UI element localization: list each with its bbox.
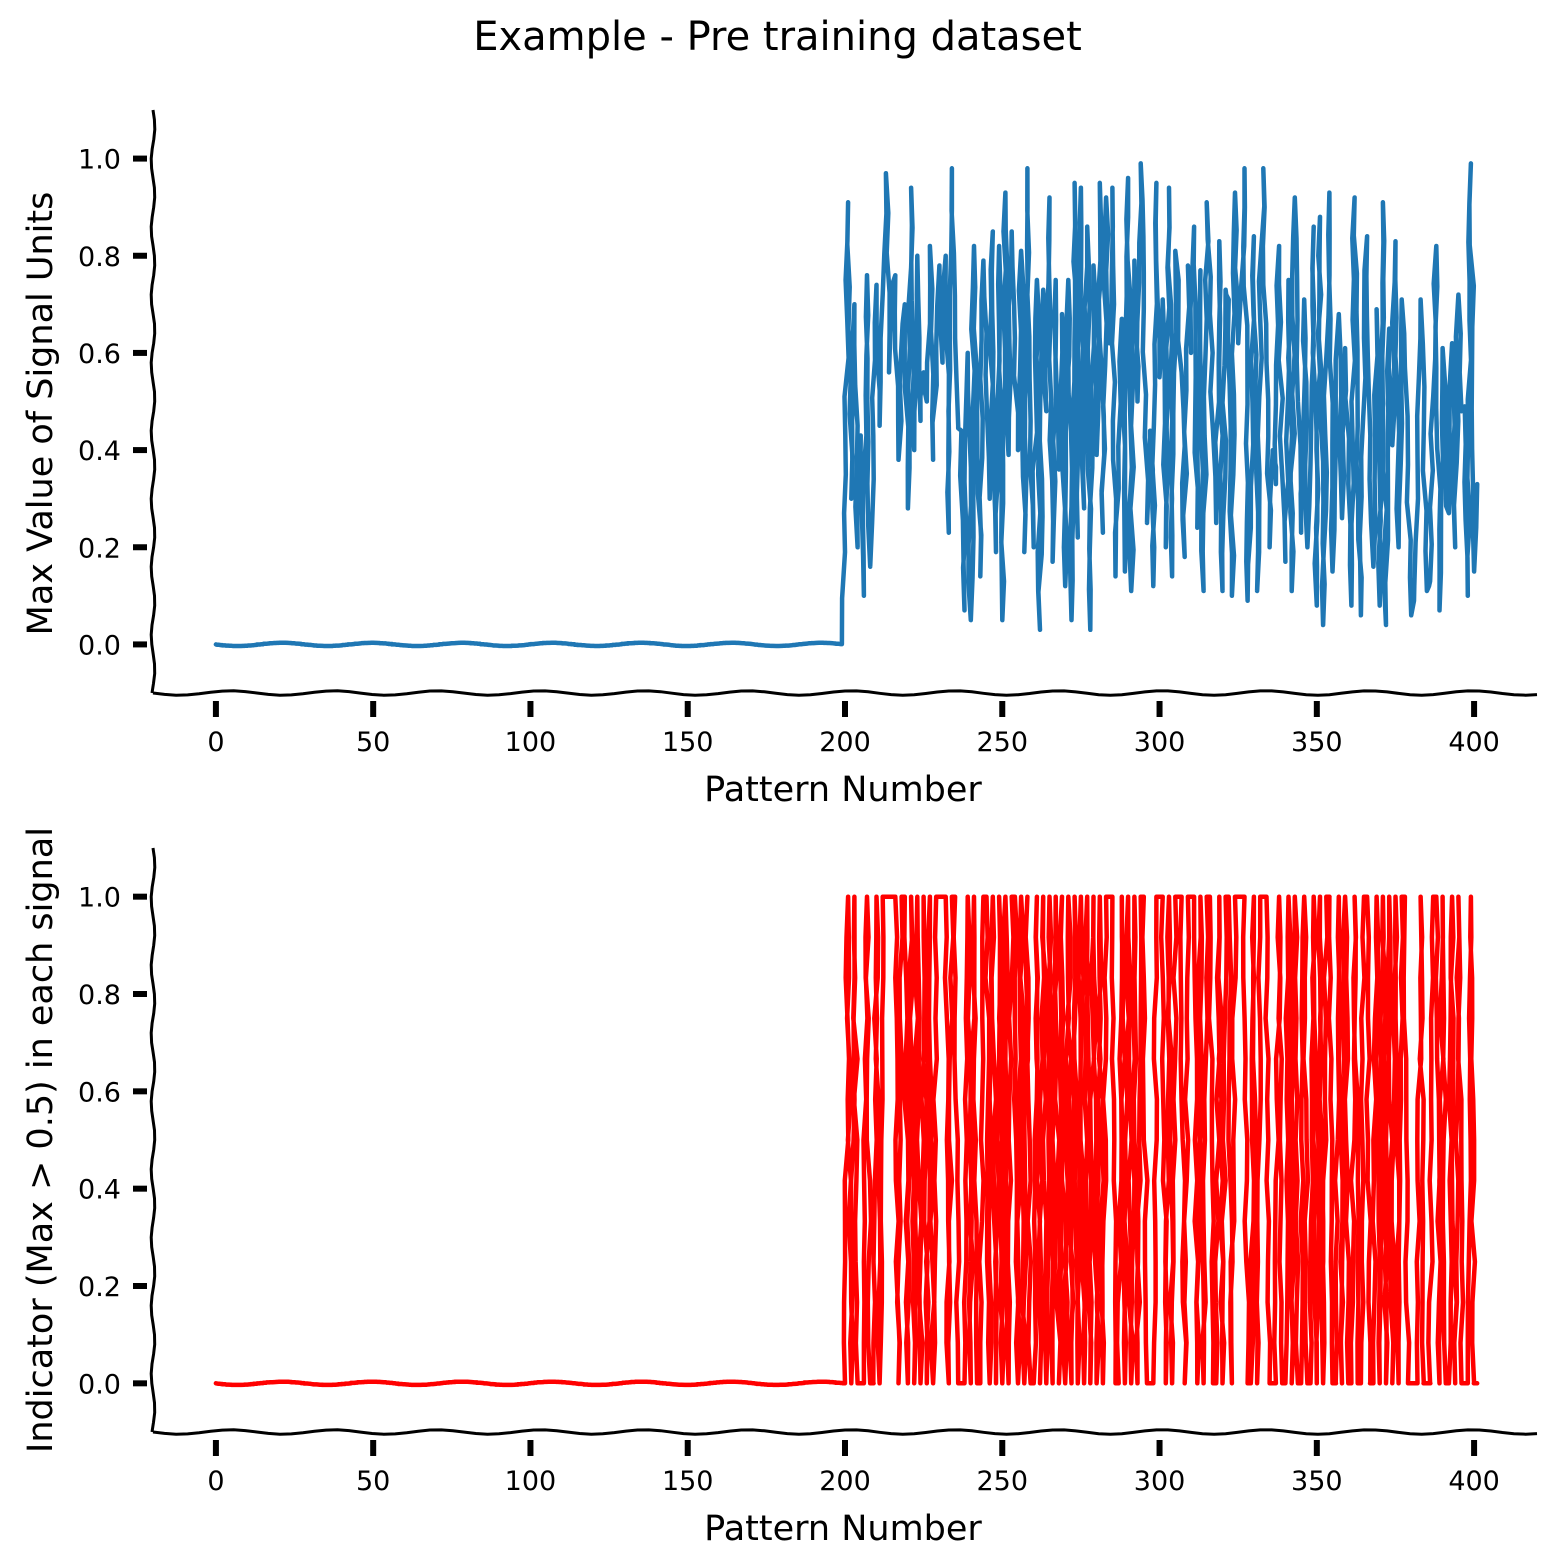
x-tick-label: 150 <box>662 727 714 758</box>
series-line <box>213 161 1480 649</box>
y-axis-label: Max Value of Signal Units <box>21 192 61 636</box>
x-tick-label: 50 <box>356 1466 390 1497</box>
y-tick-label: 0.4 <box>78 436 121 467</box>
chart-max-value: 0.0 0.2 0.4 0.6 0.8 1.0 0 50 100 150 200 250 300 350 4… <box>21 109 1538 810</box>
x-tick-label: 400 <box>1448 1466 1500 1497</box>
x-tick-label: 0 <box>207 1466 224 1497</box>
x-tick-label: 200 <box>819 1466 871 1497</box>
x-tick-label: 100 <box>505 1466 557 1497</box>
x-tick-label: 300 <box>1134 727 1186 758</box>
x-tick-label: 350 <box>1291 1466 1343 1497</box>
x-tick-label: 350 <box>1291 727 1343 758</box>
x-tick-label: 200 <box>819 727 871 758</box>
chart-indicator: 0.0 0.2 0.4 0.6 0.8 1.0 0 50 100 150 200 250 300 350 4… <box>21 827 1538 1549</box>
x-tick-label: 400 <box>1448 727 1500 758</box>
series-line <box>213 894 1480 1388</box>
y-tick-label: 0.6 <box>78 1077 121 1108</box>
y-tick-label: 1.0 <box>78 145 121 176</box>
x-axis-spine <box>152 689 1538 697</box>
y-tick-label: 0.2 <box>78 1272 121 1303</box>
y-tick-label: 0.6 <box>78 339 121 370</box>
y-tick-label: 0.8 <box>78 980 121 1011</box>
x-tick-label: 250 <box>976 1466 1028 1497</box>
y-tick-label: 0.8 <box>78 242 121 273</box>
x-axis-spine <box>152 1428 1538 1436</box>
x-tick-label: 100 <box>505 727 557 758</box>
x-tick-label: 250 <box>976 727 1028 758</box>
y-tick-label: 0.0 <box>78 1369 121 1400</box>
y-axis-label: Indicator (Max > 0.5) in each signal <box>21 827 61 1453</box>
y-axis-spine <box>149 109 157 694</box>
x-tick-label: 300 <box>1134 1466 1186 1497</box>
figure-title: Example - Pre training dataset <box>473 14 1082 60</box>
y-tick-label: 1.0 <box>78 883 121 914</box>
x-tick-label: 150 <box>662 1466 714 1497</box>
x-axis-label: Pattern Number <box>704 770 982 810</box>
y-tick-label: 0.2 <box>78 533 121 564</box>
y-tick-label: 0.4 <box>78 1175 121 1206</box>
x-tick-label: 0 <box>207 727 224 758</box>
x-tick-label: 50 <box>356 727 390 758</box>
y-axis-spine <box>149 847 157 1433</box>
x-axis-label: Pattern Number <box>704 1509 982 1549</box>
y-tick-label: 0.0 <box>78 630 121 661</box>
